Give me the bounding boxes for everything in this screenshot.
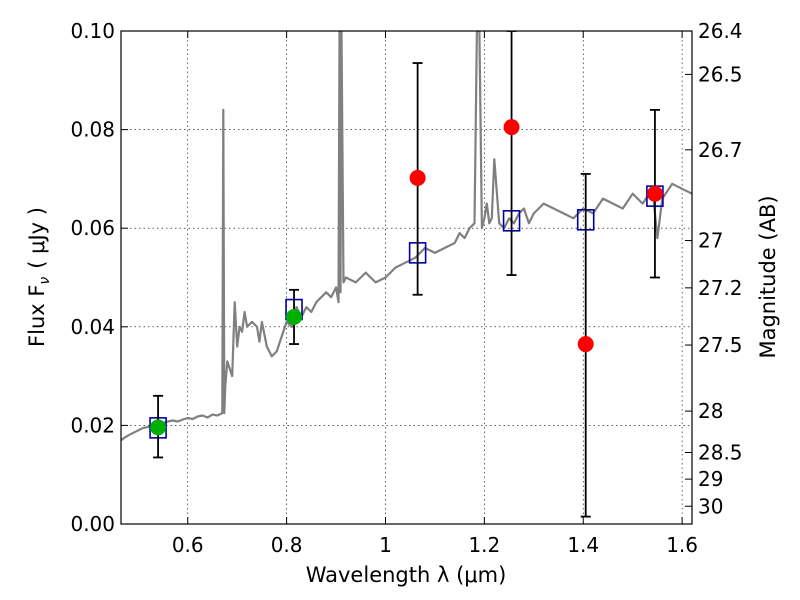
- magnitude-tick-label: 26.7: [698, 138, 743, 162]
- grid: [121, 30, 692, 525]
- magnitude-tick-label: 26.5: [698, 62, 743, 86]
- magnitude-tick-label: 30: [698, 494, 723, 518]
- x-axis-label: Wavelength λ (μm): [306, 563, 507, 587]
- magnitude-tick-label: 27.2: [698, 276, 743, 300]
- y-tick-label: 0.04: [70, 315, 115, 339]
- red-data-point: [646, 185, 663, 202]
- spectrum-line: [121, 31, 692, 442]
- x-tick-label: 1.6: [666, 533, 698, 557]
- x-tick-label: 0.6: [172, 533, 204, 557]
- y-axis-left-label-unit: ( μJy ): [25, 207, 49, 269]
- magnitude-tick-label: 29: [698, 467, 723, 491]
- red-data-point: [409, 169, 426, 186]
- y-tick-label: 0.08: [70, 118, 115, 142]
- x-tick-label: 0.8: [271, 533, 303, 557]
- x-tick-label: 1.4: [567, 533, 599, 557]
- y-tick-label: 0.00: [70, 512, 115, 536]
- x-tick-label: 1: [379, 533, 392, 557]
- y-axis-left-label-subscript: ν: [37, 277, 53, 285]
- red-data-point: [503, 119, 520, 136]
- red-data-point: [577, 336, 594, 353]
- magnitude-tick-label: 27.5: [698, 333, 743, 357]
- y-tick-label: 0.10: [70, 19, 115, 43]
- plot-marks: [121, 31, 692, 518]
- y-tick-label: 0.06: [70, 216, 115, 240]
- y-axis-right-label: Magnitude (AB): [756, 195, 780, 358]
- magnitude-tick-label: 28: [698, 399, 723, 423]
- y-axis-left-label-text: Flux F: [25, 285, 49, 347]
- svg-text:Flux Fν( μJy ): Flux Fν ( μJy ): [25, 207, 53, 347]
- x-tick-label: 1.2: [468, 533, 500, 557]
- y-axis-left-label: Flux Fν ( μJy ): [25, 207, 53, 347]
- y-tick-label: 0.02: [70, 413, 115, 437]
- plot-frame: [120, 30, 693, 525]
- green-data-point: [286, 308, 303, 325]
- magnitude-tick-label: 26.4: [698, 19, 743, 43]
- magnitude-tick-label: 28.5: [698, 441, 743, 465]
- green-data-point: [150, 419, 167, 436]
- axes: 0.6 0.8 1 1.2 1.4 1.6 0.00 0.02 0.04 0.06 0.08 0.10…: [70, 19, 742, 557]
- magnitude-tick-label: 27: [698, 229, 723, 253]
